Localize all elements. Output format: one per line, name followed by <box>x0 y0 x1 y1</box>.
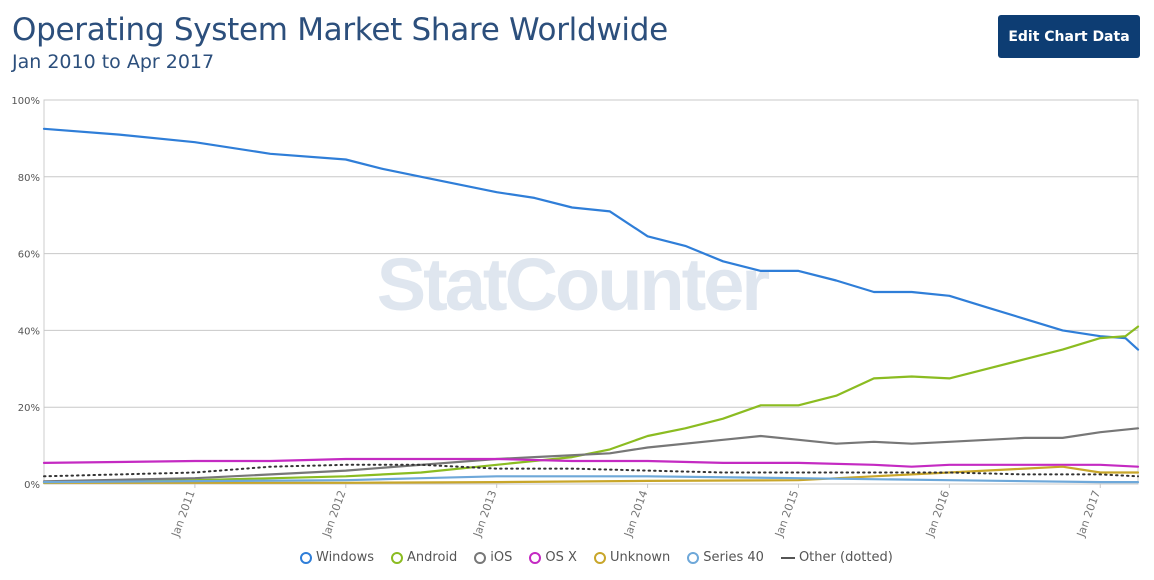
legend-marker-icon <box>687 551 700 564</box>
edit-chart-data-button[interactable]: Edit Chart Data <box>998 15 1140 58</box>
legend-item-windows[interactable]: Windows <box>300 550 374 565</box>
y-tick-label: 0% <box>24 480 40 491</box>
series-line-unknown <box>42 465 1140 484</box>
series-line-windows <box>42 127 1140 351</box>
series-line-os-x <box>42 457 1140 468</box>
page-subtitle: Jan 2010 to Apr 2017 <box>12 51 215 73</box>
series-line-android <box>42 325 1140 484</box>
y-tick-label: 100% <box>11 96 40 107</box>
legend-label: Windows <box>316 550 375 565</box>
y-tick-label: 80% <box>18 173 40 184</box>
x-tick-label: Jan 2013 <box>470 489 499 540</box>
x-tick-label: Jan 2014 <box>621 489 650 540</box>
legend-marker-icon <box>300 551 312 564</box>
chart-legend: Windows Android iOS OS X Unknown Series 40 Oth… <box>300 550 893 565</box>
legend-label: OS X <box>545 550 577 565</box>
legend-label: Unknown <box>609 550 671 565</box>
legend-item-series-40[interactable]: Series 40 <box>687 550 764 565</box>
legend-label: Android <box>407 550 458 565</box>
legend-marker-icon <box>593 551 606 564</box>
y-tick-label: 20% <box>18 403 40 414</box>
legend-item-ios[interactable]: iOS <box>474 550 512 565</box>
y-tick-label: 40% <box>18 326 40 337</box>
legend-item-android[interactable]: Android <box>391 550 457 565</box>
series-line-other-dotted <box>43 463 1139 478</box>
legend-item-unknown[interactable]: Unknown <box>593 550 671 565</box>
legend-label: Other (dotted) <box>798 550 893 565</box>
legend-item-other-dotted[interactable]: Other (dotted) <box>780 550 893 565</box>
legend-label: Series 40 <box>703 550 764 565</box>
legend-label: iOS <box>490 550 513 565</box>
x-tick-label: Jan 2012 <box>319 489 348 540</box>
legend-item-os-x[interactable]: OS X <box>529 550 577 565</box>
x-tick-label: Jan 2017 <box>1074 489 1103 540</box>
y-tick-label: 60% <box>18 250 40 261</box>
legend-marker-icon <box>780 556 795 559</box>
x-tick-label: Jan 2011 <box>169 489 198 540</box>
statcounter-watermark: StatCounter <box>377 243 770 326</box>
legend-marker-icon <box>391 551 404 564</box>
market-share-chart: StatCounter 0% 20% 40% 60% 80% 100% Jan 2011 Jan… <box>11 96 1140 540</box>
series-line-ios <box>42 427 1140 483</box>
x-tick-label: Jan 2015 <box>772 489 801 540</box>
x-tick-label: Jan 2016 <box>923 489 952 540</box>
legend-marker-icon <box>474 551 487 564</box>
series-line-series-40 <box>42 475 1140 484</box>
legend-marker-icon <box>529 551 542 564</box>
page-title: Operating System Market Share Worldwide <box>12 12 668 48</box>
